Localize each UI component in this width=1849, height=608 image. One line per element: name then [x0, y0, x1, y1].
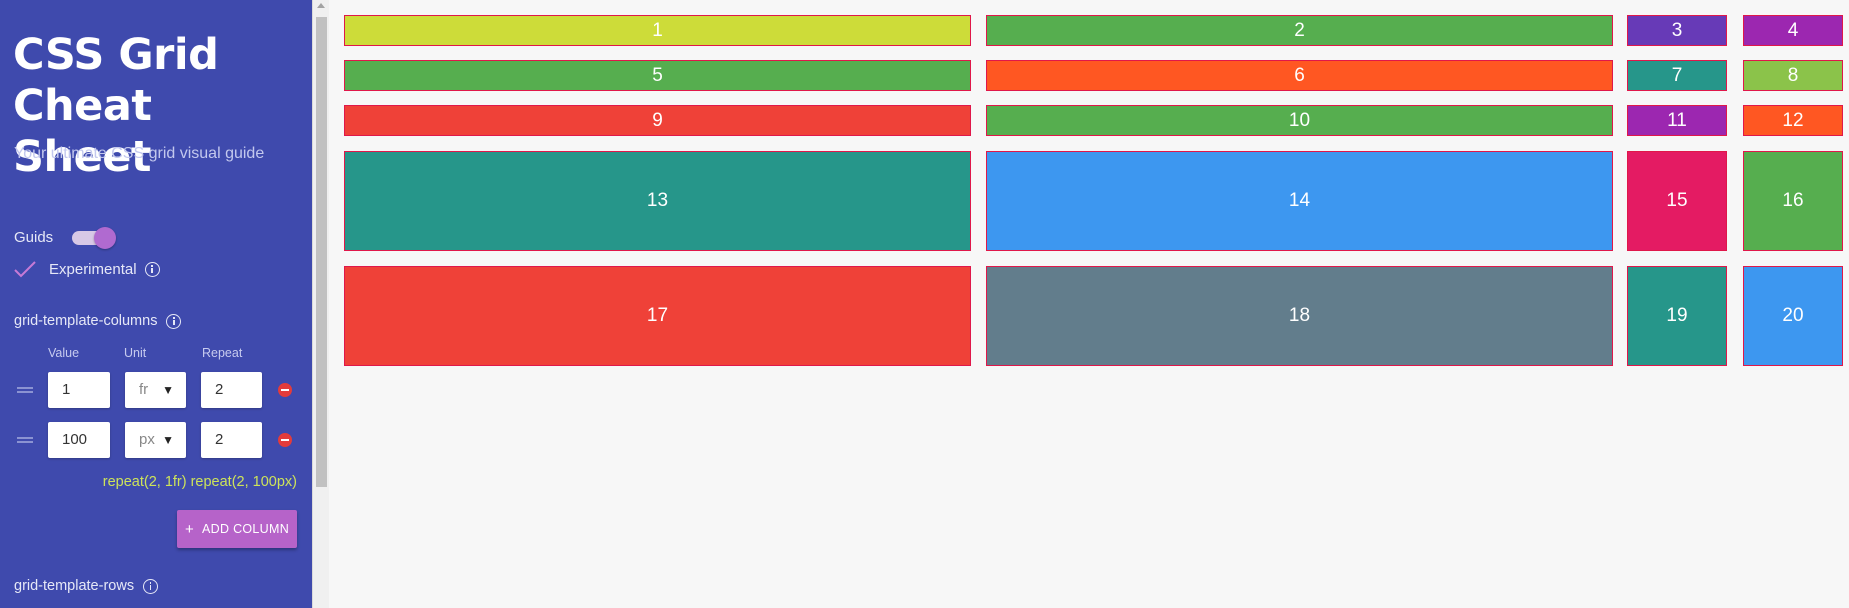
grid-item-9: 9 — [344, 105, 971, 136]
caret-down-icon: ▼ — [162, 433, 174, 447]
rows-section-text: grid-template-rows — [14, 578, 135, 594]
unit-select[interactable]: px ▼ — [125, 422, 186, 458]
experimental-row: Experimental — [13, 259, 160, 279]
grid-item-8: 8 — [1743, 60, 1843, 91]
unit-select[interactable]: fr ▼ — [125, 372, 186, 408]
grid-item-4: 4 — [1743, 15, 1843, 46]
info-icon[interactable] — [166, 313, 182, 329]
grid-item-19: 19 — [1627, 266, 1727, 366]
guides-label: Guids — [14, 228, 54, 246]
info-icon[interactable] — [143, 578, 159, 594]
scrollbar-thumb[interactable] — [316, 17, 327, 487]
scrollbar[interactable] — [312, 0, 329, 608]
remove-row-icon[interactable] — [278, 433, 292, 447]
grid-item-5: 5 — [344, 60, 971, 91]
columns-section-label: grid-template-columns — [14, 313, 182, 329]
guides-row: Guids — [14, 226, 118, 249]
add-column-label: ADD COLUMN — [202, 522, 290, 536]
info-icon[interactable] — [144, 261, 160, 277]
grid-item-14: 14 — [986, 151, 1613, 251]
toggle-knob — [94, 227, 116, 249]
grid-item-15: 15 — [1627, 151, 1727, 251]
grid-item-13: 13 — [344, 151, 971, 251]
grid-item-18: 18 — [986, 266, 1613, 366]
drag-handle-icon[interactable] — [17, 387, 33, 393]
grid-item-10: 10 — [986, 105, 1613, 136]
grid-item-1: 1 — [344, 15, 971, 46]
repeat-column-header: Repeat — [202, 346, 243, 360]
value-column-header: Value — [48, 346, 80, 360]
columns-section-text: grid-template-columns — [14, 313, 158, 329]
drag-handle-icon[interactable] — [17, 437, 33, 443]
grid-item-2: 2 — [986, 15, 1613, 46]
column-row: 1 fr ▼ 2 — [0, 372, 312, 408]
remove-row-icon[interactable] — [278, 383, 292, 397]
caret-down-icon: ▼ — [162, 383, 174, 397]
rows-section-label: grid-template-rows — [14, 578, 159, 594]
unit-column-header: Unit — [124, 346, 147, 360]
scroll-up-arrow-icon[interactable] — [317, 3, 325, 8]
repeat-input[interactable]: 2 — [201, 372, 262, 408]
grid-item-12: 12 — [1743, 105, 1843, 136]
column-row: 100 px ▼ 2 — [0, 422, 312, 458]
grid-item-7: 7 — [1627, 60, 1727, 91]
value-input[interactable]: 100 — [48, 422, 110, 458]
page-title: CSS Grid Cheat Sheet — [13, 30, 219, 182]
add-column-button[interactable]: + ADD COLUMN — [177, 510, 297, 548]
unit-select-value: fr — [139, 381, 149, 398]
plus-icon: + — [184, 520, 194, 538]
sidebar: CSS Grid Cheat Sheet Your ultimate CSS g… — [0, 0, 312, 608]
experimental-label: Experimental — [49, 260, 137, 278]
columns-summary: repeat(2, 1fr) repeat(2, 100px) — [102, 474, 297, 490]
grid-item-20: 20 — [1743, 266, 1843, 366]
grid-item-16: 16 — [1743, 151, 1843, 251]
checkmark-icon[interactable] — [13, 259, 37, 279]
grid-item-17: 17 — [344, 266, 971, 366]
grid-item-11: 11 — [1627, 105, 1727, 136]
grid-item-6: 6 — [986, 60, 1613, 91]
value-input[interactable]: 1 — [48, 372, 110, 408]
guides-toggle[interactable] — [72, 226, 118, 249]
unit-select-value: px — [139, 431, 155, 448]
grid-item-3: 3 — [1627, 15, 1727, 46]
page-subtitle: Your ultimate CSS grid visual guide — [14, 145, 265, 162]
repeat-input[interactable]: 2 — [201, 422, 262, 458]
